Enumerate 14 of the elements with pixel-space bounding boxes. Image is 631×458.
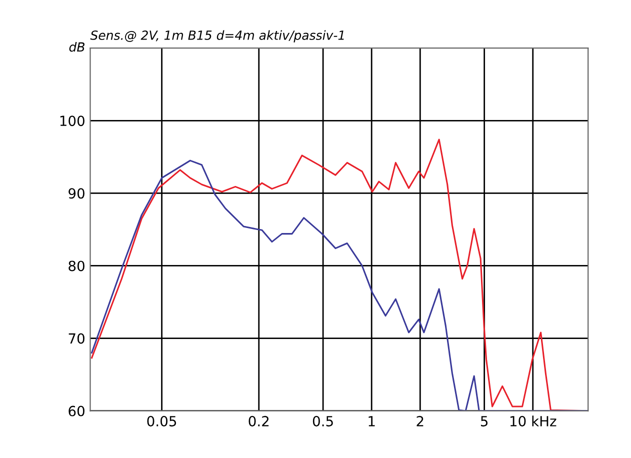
x-tick-label: 2 xyxy=(416,416,424,426)
y-tick-label: 100 xyxy=(60,116,84,126)
x-tick-label: 1 xyxy=(368,416,375,426)
y-axis-title: dB xyxy=(69,42,84,52)
x-tick-label: 0.05 xyxy=(147,416,176,426)
x-tick-label: 5 xyxy=(480,416,488,426)
y-tick-label: 80 xyxy=(68,260,84,272)
y-tick-label: 70 xyxy=(68,333,84,344)
y-tick-label: 90 xyxy=(68,188,84,199)
x-tick-label: 0.5 xyxy=(312,416,333,426)
chart-title: Sens.@ 2V, 1m B15 d=4m aktiv/passiv-1 xyxy=(90,30,344,42)
y-tick-label: 60 xyxy=(68,406,84,416)
x-tick-label: 0.2 xyxy=(248,416,269,426)
x-tick-label: 10 kHz xyxy=(510,416,556,426)
